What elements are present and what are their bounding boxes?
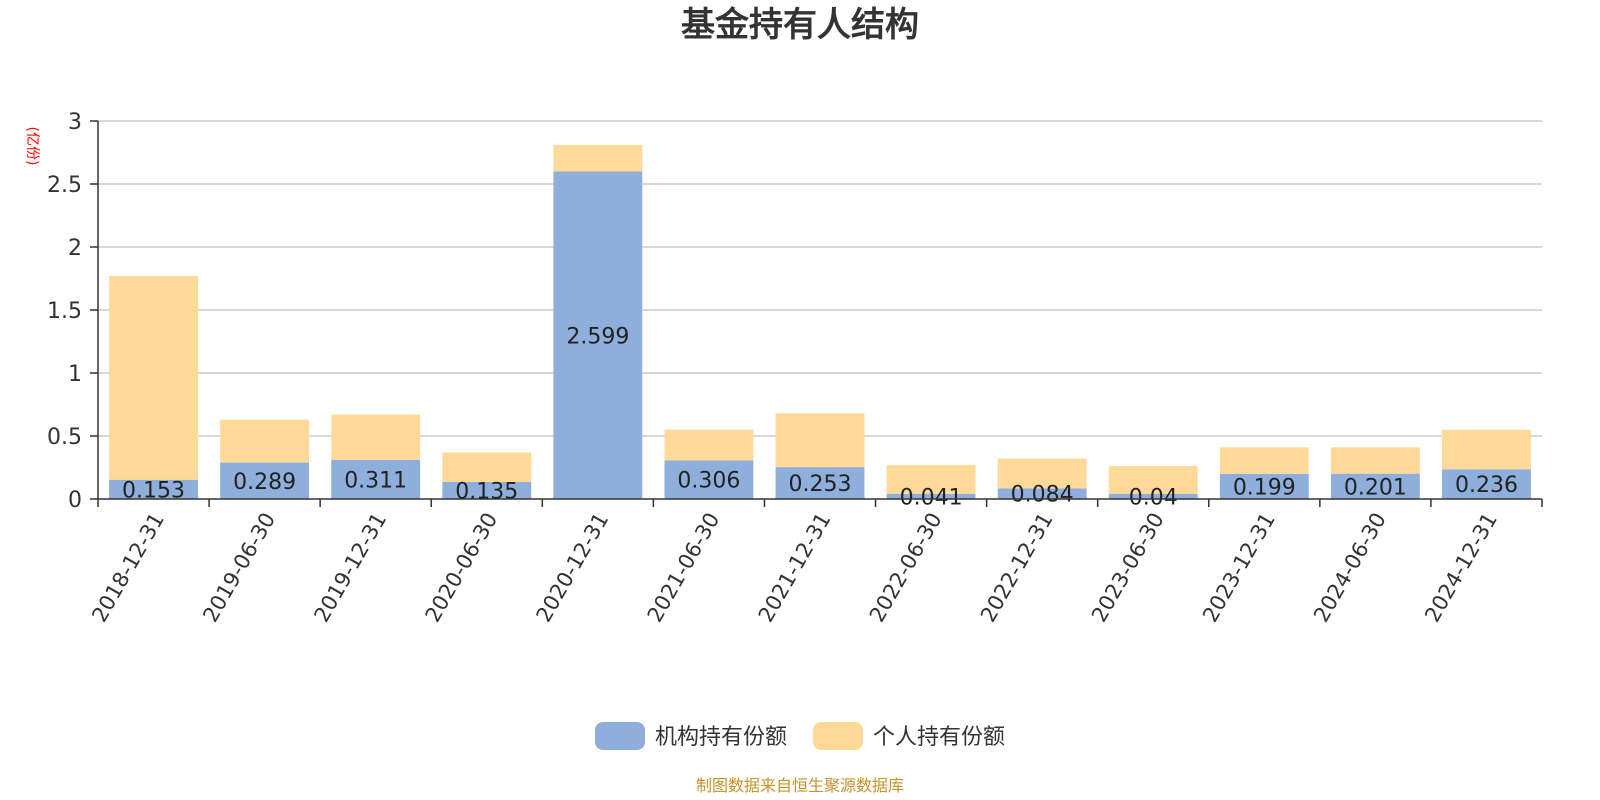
bar-segment-individual <box>1442 429 1531 470</box>
data-label: 0.311 <box>344 468 407 493</box>
data-label: 0.236 <box>1455 473 1518 498</box>
y-tick-label: 0 <box>68 488 82 513</box>
y-axis: 0 0.5 1 1.5 2 2.5 3 <box>47 110 99 513</box>
x-tick-label: 2022-06-30 <box>865 509 947 627</box>
data-label: 0.253 <box>789 472 852 497</box>
bar-segment-institution <box>1108 493 1198 499</box>
bar-segment-institution <box>775 467 865 499</box>
y-tick-label: 2 <box>68 236 82 261</box>
bar-segment-institution <box>1442 469 1531 499</box>
bar-segment-individual <box>775 413 865 468</box>
x-tick-label: 2018-12-31 <box>87 509 169 627</box>
bar-segment-individual <box>442 452 532 482</box>
bar-segment-individual <box>553 144 643 172</box>
x-tick-label: 2023-06-30 <box>1087 509 1169 627</box>
bar-segment-institution <box>1330 473 1420 499</box>
bar-segment-individual <box>886 464 976 494</box>
y-tick-label: 1 <box>68 362 82 387</box>
x-tick-label: 2019-12-31 <box>309 509 391 627</box>
bar-segment-institution <box>553 171 643 499</box>
x-tick-label: 2020-06-30 <box>420 509 502 627</box>
x-tick-label: 2022-12-31 <box>976 509 1058 627</box>
bar-segment-institution <box>109 479 198 499</box>
bars <box>109 144 1531 499</box>
bar-segment-individual <box>331 414 421 460</box>
x-tick-label: 2024-12-31 <box>1420 509 1502 627</box>
legend-swatch <box>813 722 863 750</box>
y-axis-unit-label: (亿份) <box>24 127 40 166</box>
y-tick-label: 3 <box>68 110 82 135</box>
y-tick-label: 1.5 <box>47 299 82 324</box>
bar-segment-institution <box>664 460 754 499</box>
x-tick-label: 2023-12-31 <box>1198 509 1280 627</box>
bar-segment-individual <box>109 275 198 480</box>
x-tick-label: 2019-06-30 <box>198 509 280 627</box>
legend: 机构持有份额 个人持有份额 <box>595 722 1005 750</box>
bar-segment-individual <box>997 458 1087 489</box>
bar-segment-individual <box>1330 447 1420 474</box>
y-tick-label: 0.5 <box>47 425 82 450</box>
data-label: 2.599 <box>566 324 629 349</box>
bar-segment-institution <box>886 493 976 499</box>
data-label: 0.289 <box>233 470 296 495</box>
data-label: 0.306 <box>677 469 740 494</box>
legend-label: 个人持有份额 <box>873 725 1005 750</box>
bar-segment-individual <box>1219 447 1309 474</box>
source-note: 制图数据来自恒生聚源数据库 <box>696 776 904 795</box>
bar-segment-institution <box>220 462 310 499</box>
x-tick-label: 2024-06-30 <box>1309 509 1391 627</box>
bar-segment-individual <box>664 429 754 461</box>
legend-label: 机构持有份额 <box>655 725 787 750</box>
x-tick-label: 2020-12-31 <box>532 509 614 627</box>
gridlines <box>98 120 1542 437</box>
bar-segment-institution <box>442 481 532 499</box>
bar-segment-individual <box>220 419 310 463</box>
x-tick-label: 2021-06-30 <box>643 509 725 627</box>
bar-segment-institution <box>1219 473 1309 499</box>
chart-title: 基金持有人结构 <box>681 5 919 45</box>
bar-segment-individual <box>1108 466 1198 494</box>
x-axis: 2018-12-31 2019-06-30 2019-12-31 2020-06-30… <box>87 498 1543 627</box>
data-label: 0.201 <box>1344 475 1407 500</box>
data-label: 0.041 <box>900 485 963 510</box>
bar-segment-institution <box>997 488 1087 499</box>
data-label: 0.04 <box>1129 485 1178 510</box>
data-label: 0.135 <box>455 479 518 504</box>
y-tick-label: 2.5 <box>47 173 82 198</box>
bar-segment-institution <box>331 459 421 499</box>
x-tick-label: 2021-12-31 <box>754 509 836 627</box>
data-label: 0.084 <box>1011 483 1074 508</box>
data-label: 0.199 <box>1233 475 1296 500</box>
legend-swatch <box>595 722 645 750</box>
